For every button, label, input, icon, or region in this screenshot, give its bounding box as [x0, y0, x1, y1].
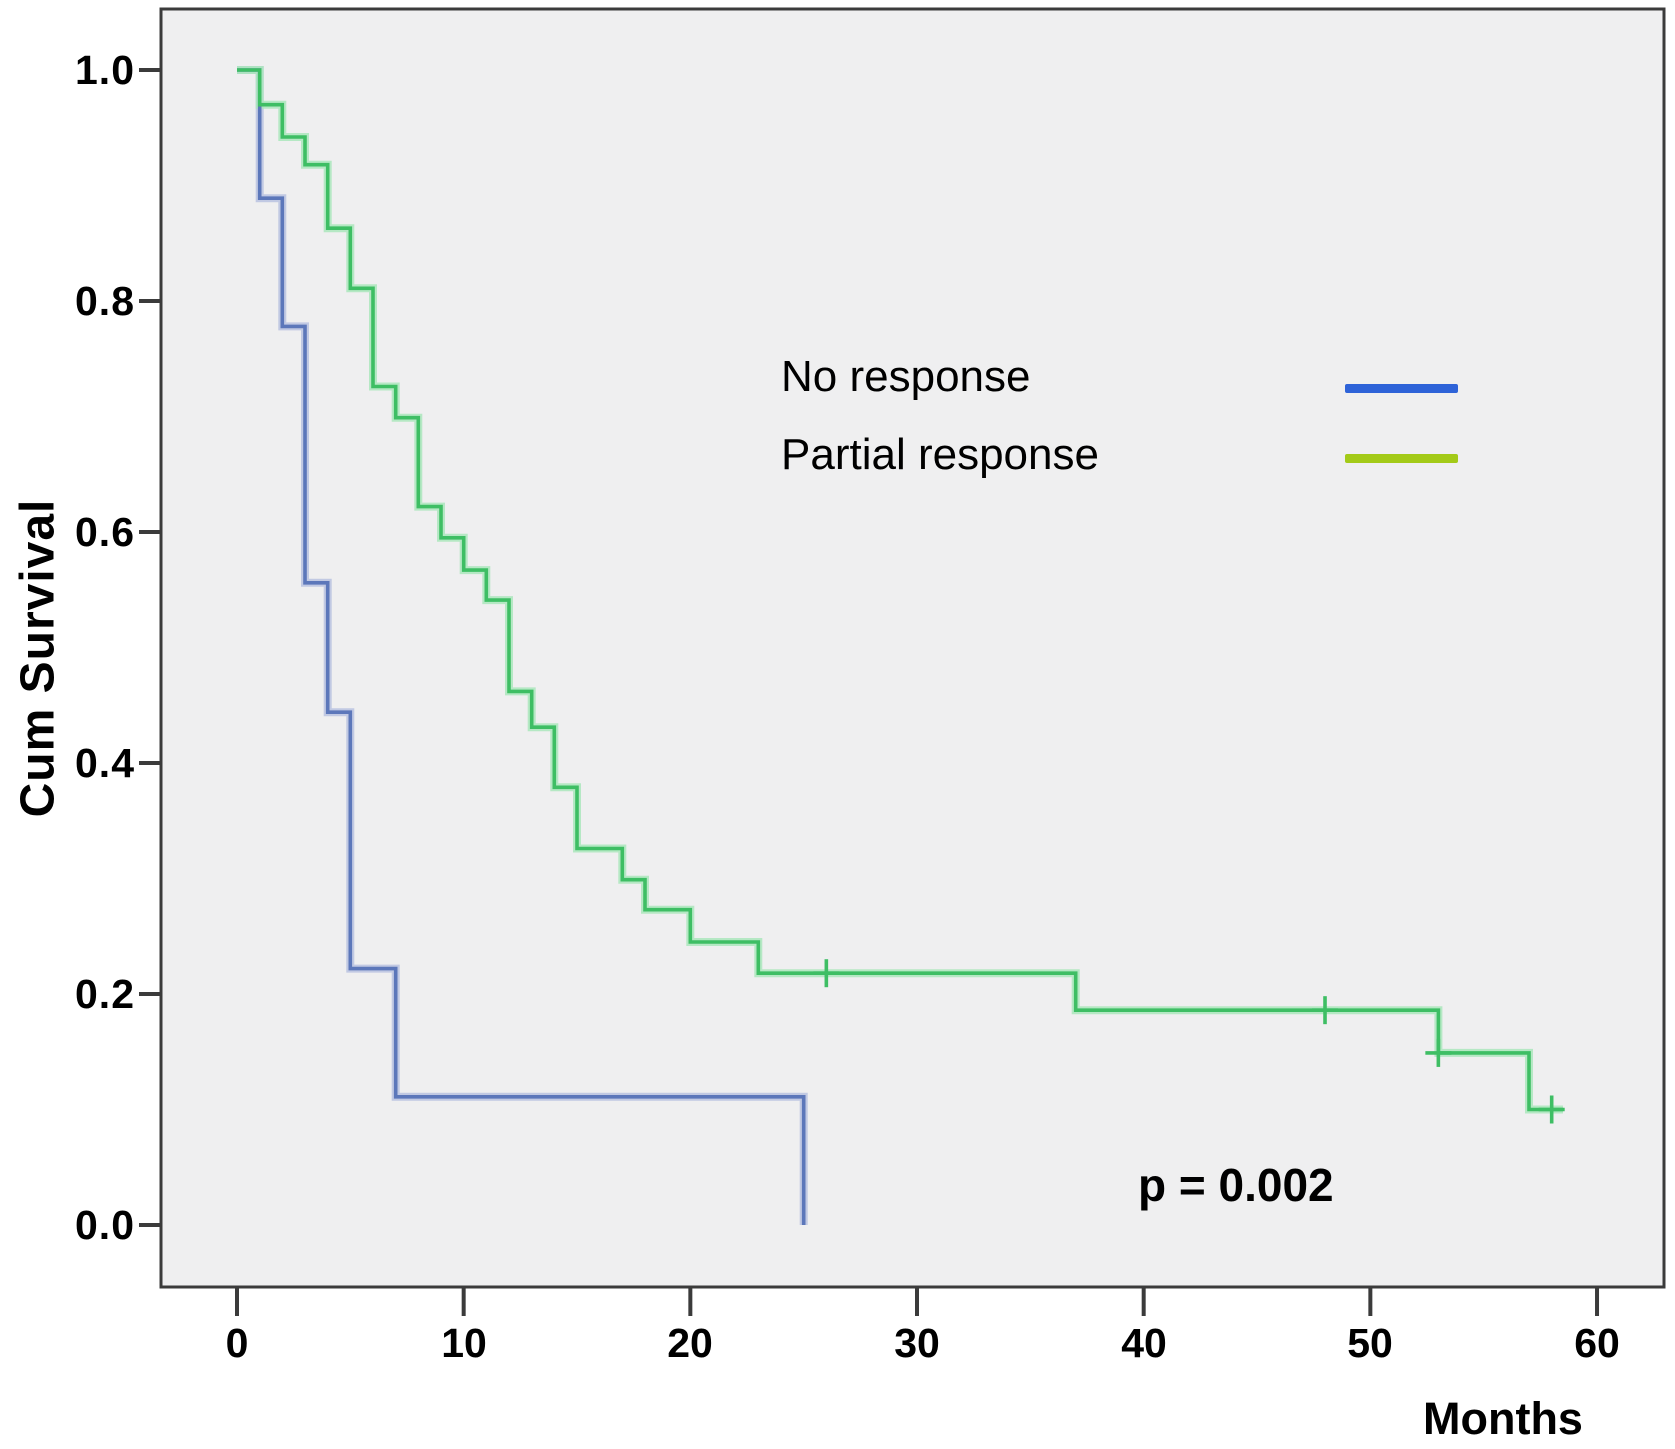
- x-tick-label: 40: [1121, 1320, 1167, 1366]
- x-tick-label: 60: [1574, 1320, 1620, 1366]
- survival-curve-no-response: [237, 68, 806, 1225]
- x-tick-label: 10: [441, 1320, 487, 1366]
- x-tick-label: 0: [225, 1320, 249, 1366]
- legend-label-no-response: No response: [781, 352, 1031, 401]
- plot-area-frame: [159, 7, 1666, 1289]
- legend-swatch-no-response: [1345, 384, 1458, 393]
- censor-marks: [813, 959, 1565, 1124]
- axis-ticks: [139, 68, 1600, 1316]
- x-tick-label: 30: [894, 1320, 940, 1366]
- legend-swatch-partial-response: [1345, 454, 1458, 463]
- y-tick-label: 0.6: [75, 509, 135, 555]
- y-tick-label: 1.0: [75, 47, 135, 93]
- legend-label-partial-response: Partial response: [781, 430, 1099, 479]
- survival-curves: [237, 68, 1563, 1225]
- x-tick-label: 50: [1347, 1320, 1393, 1366]
- p-value-annotation: p = 0.002: [1138, 1159, 1334, 1211]
- y-tick-label: 0.0: [75, 1202, 135, 1248]
- survival-curve-partial-response: [237, 68, 1563, 1112]
- y-tick-label: 0.2: [75, 971, 135, 1017]
- y-tick-label: 0.8: [75, 278, 135, 324]
- x-axis-title: Months: [1423, 1393, 1583, 1444]
- y-tick-label: 0.4: [75, 740, 135, 786]
- y-axis-title: Cum Survival: [11, 498, 65, 818]
- x-tick-label: 20: [667, 1320, 713, 1366]
